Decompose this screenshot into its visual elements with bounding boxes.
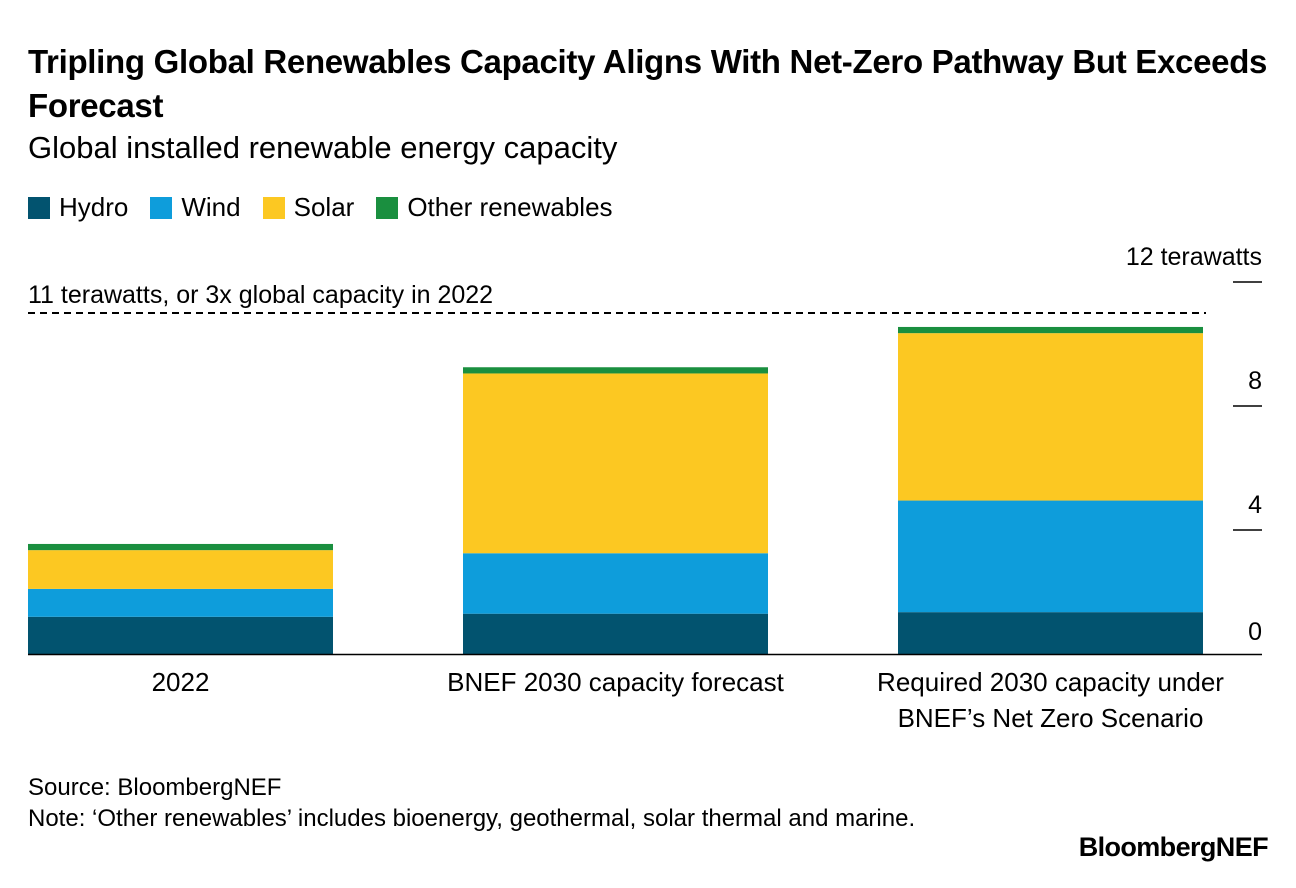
chart-title: Tripling Global Renewables Capacity Alig… [28,43,1268,124]
bar-segment-solar-2 [898,333,1203,501]
legend-swatch-solar [262,196,285,219]
bloombergnef-logo: BloombergNEF [1078,832,1269,862]
bar-segment-wind-2 [898,500,1203,613]
x-category-label-1: BNEF 2030 capacity forecast [447,667,784,697]
note-text: Note: ‘Other renewables’ includes bioene… [28,805,916,832]
legend: Hydro Wind Solar Other renewables [28,192,635,223]
y-tick-label-1: 4 [1248,491,1262,519]
legend-label-hydro: Hydro [59,192,129,222]
x-category-label-0: 2022 [152,667,210,697]
bar-segment-hydro-2 [898,612,1203,654]
bar-segment-wind-0 [28,588,333,617]
legend-label-other-renewables: Other renewables [407,192,613,222]
legend-label-solar: Solar [293,192,355,222]
x-category-label-line: Required 2030 capacity under [877,667,1224,697]
bar-segment-other-renewables-1 [463,367,768,374]
x-category-label-2: Required 2030 capacity under BNEF’s Net Z… [877,667,1224,733]
reference-line-label: 11 terawatts, or 3x global capacity in 2… [28,281,493,309]
source-text: Source: BloombergNEF [28,774,282,801]
legend-swatch-wind [150,196,173,219]
bar-segment-other-renewables-0 [28,543,333,551]
bar-segment-solar-0 [28,550,333,589]
x-category-label-line: 2022 [152,667,210,697]
legend-label-wind: Wind [181,192,241,222]
legend-item-other-renewables: Other renewables [376,192,613,223]
bar-segment-other-renewables-2 [898,326,1203,334]
legend-item-solar: Solar [262,192,355,223]
y-tick-label-2: 8 [1248,367,1262,395]
bar-segment-solar-1 [463,373,768,554]
legend-item-wind: Wind [150,192,241,223]
legend-item-hydro: Hydro [28,192,128,223]
y-tick-label-3: 12 terawatts [1126,243,1262,271]
bar-segment-hydro-0 [28,616,333,654]
x-category-label-line: BNEF’s Net Zero Scenario [898,703,1204,733]
bar-segment-hydro-1 [463,613,768,654]
chart-subtitle: Global installed renewable energy capaci… [28,130,618,165]
y-tick-label-0: 0 [1248,618,1262,646]
legend-swatch-other-renewables [376,196,399,219]
x-category-label-line: BNEF 2030 capacity forecast [447,667,784,697]
bar-segment-wind-1 [463,553,768,614]
legend-swatch-hydro [28,196,50,219]
